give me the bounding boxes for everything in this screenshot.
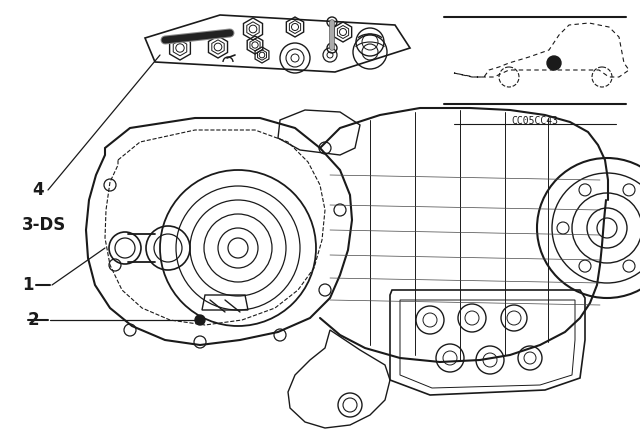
Text: CC05CC43: CC05CC43 (511, 116, 559, 126)
Text: 3-DS: 3-DS (22, 216, 67, 234)
Circle shape (195, 315, 205, 325)
Circle shape (547, 56, 561, 70)
Text: 1: 1 (22, 276, 33, 294)
Text: 4: 4 (32, 181, 44, 199)
Text: 2: 2 (28, 311, 40, 329)
